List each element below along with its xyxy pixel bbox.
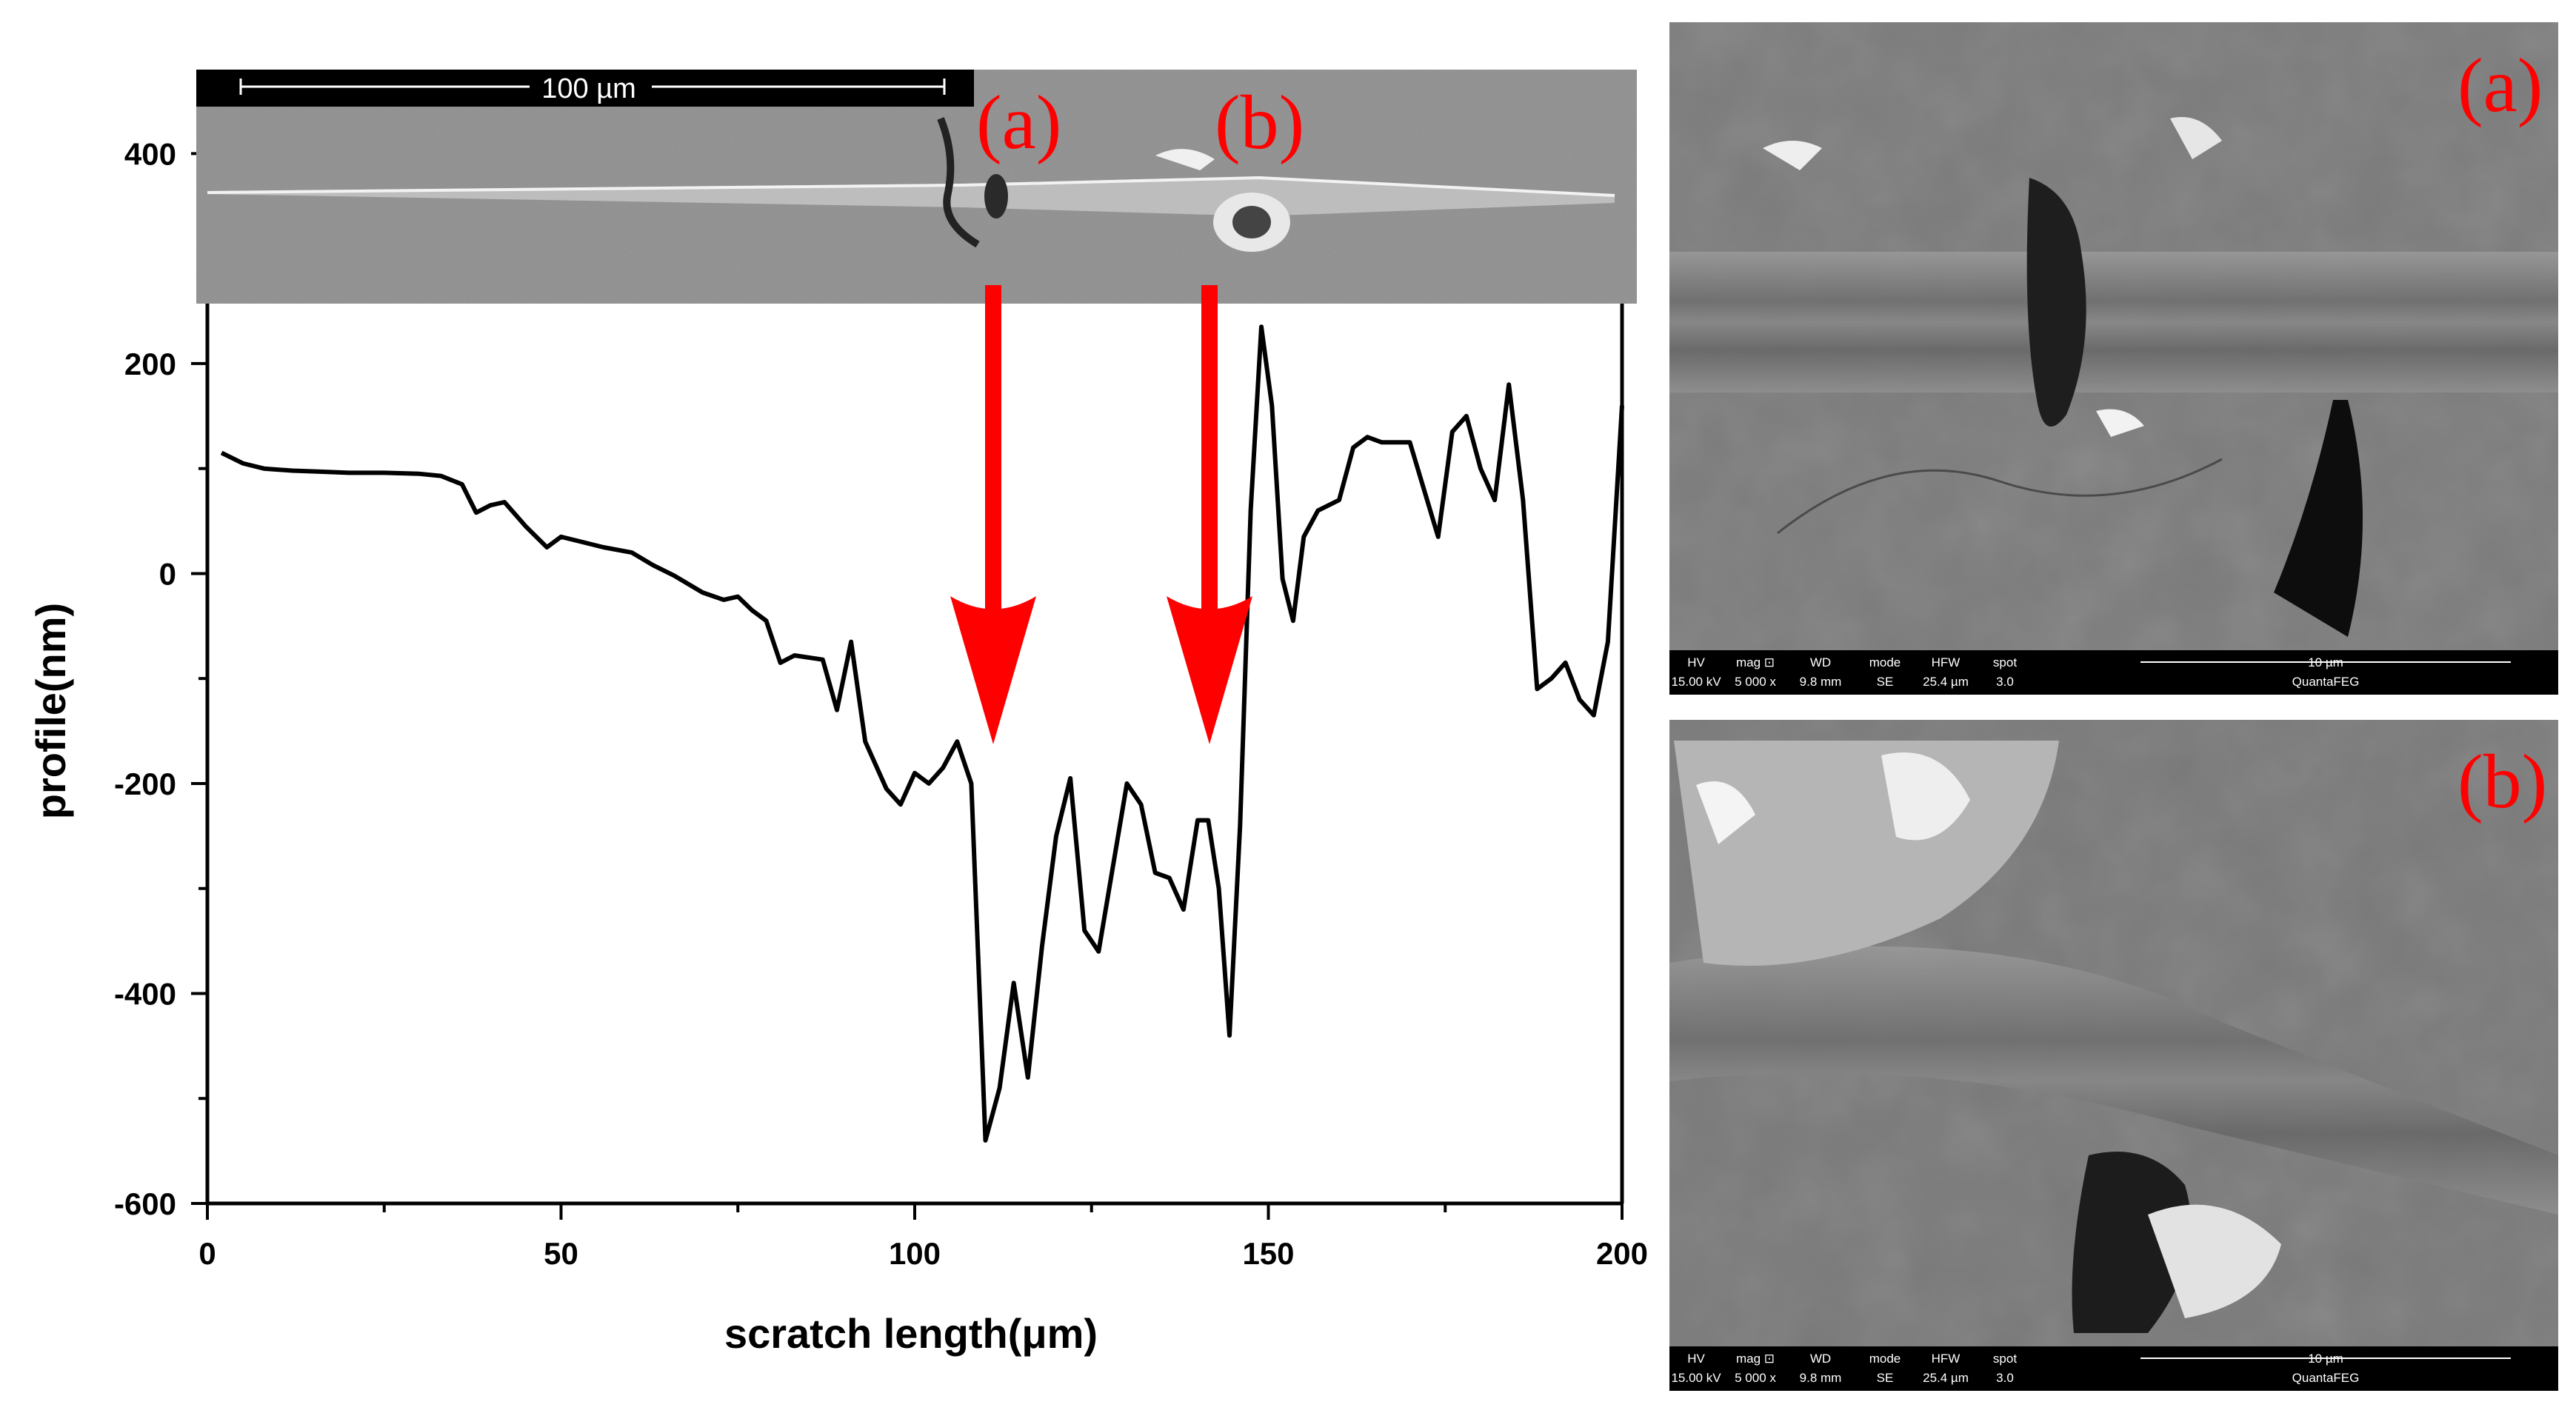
sem-instrument-label: QuantaFEG [2292, 675, 2360, 689]
sem-footer-value: 15.00 kV [1671, 1371, 1721, 1385]
sem-footer-header: HFW [1932, 655, 1961, 669]
sem-b-footer [1669, 1346, 2558, 1391]
sem-a-flake-2 [2170, 117, 2222, 159]
sem-footer-value: 15.00 kV [1671, 675, 1721, 689]
x-tick-label: 150 [1242, 1236, 1294, 1271]
tick-labels: 0 50 100 150 200 400 200 0 -200 -400 -600 [114, 136, 1648, 1271]
y-axis-title: profile(nm) [27, 603, 74, 819]
y-tick-label: -200 [114, 767, 176, 801]
sem-b-label: (b) [2457, 739, 2547, 824]
sem-b-track [1669, 946, 2558, 1215]
x-axis-title: scratch length(μm) [724, 1310, 1098, 1357]
sem-a-crack-line [1777, 458, 2223, 535]
sem-footer-value: 5 000 x [1735, 1371, 1776, 1385]
sem-footer-header: mode [1869, 655, 1901, 669]
sem-footer-header: HV [1687, 1352, 1705, 1366]
series-layer [220, 324, 1624, 1143]
y-tick-label: -600 [114, 1186, 176, 1221]
x-tick-label: 50 [544, 1236, 578, 1271]
sem-a-crack [2274, 400, 2363, 637]
sem-footer-header: spot [1993, 655, 2017, 669]
arrow-b [1167, 285, 1252, 744]
sem-a-footer [1669, 650, 2558, 695]
sem-footer-header: HFW [1932, 1352, 1961, 1366]
sem-a-flake-3 [2096, 409, 2144, 437]
sem-a-pit [2026, 178, 2086, 427]
arrows [950, 285, 1252, 744]
y-tick-label: 200 [124, 347, 176, 381]
sem-footer-header: spot [1993, 1352, 2017, 1366]
x-tick-label: 100 [889, 1236, 941, 1271]
sem-a-label: (a) [2457, 43, 2543, 128]
sem-micrograph-a: HV mag ⊡ WD mode HFW spot 15.00 kV 5 000 x 9.8 m… [1669, 22, 2558, 695]
sem-footer-value: SE [1877, 1371, 1894, 1385]
sem-footer-value: 3.0 [1996, 675, 2014, 689]
sem-footer-value: 9.8 mm [1800, 675, 1842, 689]
axis-ticks [191, 152, 1624, 1220]
flake-b [1155, 149, 1215, 170]
sem-scalebar-label: 10 µm [2308, 655, 2343, 669]
sem-footer-value: 25.4 µm [1923, 675, 1969, 689]
sem-b-footer-text: HV mag ⊡ WD mode HFW spot 15.00 kV 5 000 x 9.8 m… [1671, 1352, 2511, 1385]
scratch-track-edge [207, 176, 1615, 197]
overview-label-a: (a) [976, 80, 1061, 165]
sem-footer-value: 9.8 mm [1800, 1371, 1842, 1385]
damage-b-core [1232, 206, 1271, 238]
overview-micrograph: 100 µm (a) (b) [196, 70, 1637, 304]
y-tick-label: -400 [114, 976, 176, 1011]
sem-instrument-label: QuantaFEG [2292, 1371, 2360, 1385]
series-line-profile [220, 324, 1624, 1143]
sem-footer-header: WD [1810, 1352, 1831, 1366]
y-tick-label: 0 [159, 556, 176, 591]
overview-label-b: (b) [1215, 80, 1304, 165]
damage-a [984, 174, 1008, 218]
sem-footer-value: SE [1877, 675, 1894, 689]
y-tick-label: 400 [124, 136, 176, 171]
sem-a-track [1669, 252, 2558, 393]
sem-b-pit [2072, 1152, 2192, 1333]
sem-footer-header: HV [1687, 655, 1705, 669]
sem-footer-value: 5 000 x [1735, 675, 1776, 689]
x-tick-label: 200 [1596, 1236, 1648, 1271]
sem-scalebar-label: 10 µm [2308, 1352, 2343, 1366]
sem-b-debris-2 [2148, 1204, 2281, 1318]
crack-a [937, 117, 980, 248]
sem-b-flake-1 [1881, 752, 1970, 841]
sem-footer-header: mode [1869, 1352, 1901, 1366]
sem-footer-value: 25.4 µm [1923, 1371, 1969, 1385]
x-tick-label: 0 [198, 1236, 216, 1271]
sem-footer-header: mag ⊡ [1736, 1352, 1775, 1366]
sem-footer-header: WD [1810, 655, 1831, 669]
sem-footer-header: mag ⊡ [1736, 655, 1775, 669]
sem-micrograph-b: HV mag ⊡ WD mode HFW spot 15.00 kV 5 000 x 9.8 m… [1669, 720, 2558, 1391]
sem-b-flake-2 [1696, 781, 1755, 844]
arrow-a [950, 285, 1036, 744]
overview-scalebar-bg [196, 70, 974, 107]
sem-footer-value: 3.0 [1996, 1371, 2014, 1385]
sem-a-flake-1 [1763, 141, 1822, 170]
sem-a-footer-text: HV mag ⊡ WD mode HFW spot 15.00 kV 5 000 x 9.8 m… [1671, 655, 2511, 689]
overview-scalebar-label: 100 µm [541, 73, 636, 104]
